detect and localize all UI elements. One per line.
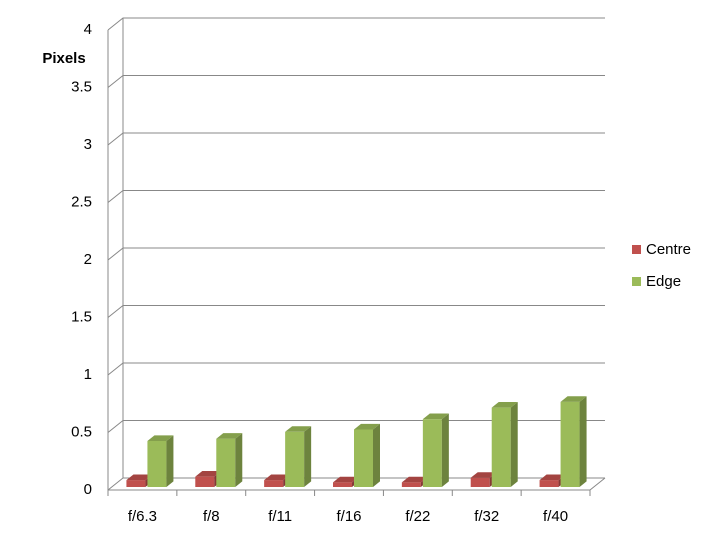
y-tick-label: 1.5 <box>71 308 92 325</box>
y-tick-label: 1 <box>84 366 92 383</box>
bar-top <box>285 426 312 432</box>
bar <box>216 433 243 487</box>
bar-front <box>470 477 490 487</box>
bar-top <box>354 423 380 430</box>
grid-line <box>107 190 605 203</box>
bar-top <box>333 476 359 483</box>
bar <box>491 402 518 487</box>
y-axis-label: Pixels <box>42 50 85 67</box>
legend-swatch <box>632 277 641 286</box>
y-tick-label: 2.5 <box>71 193 92 210</box>
legend-label: Edge <box>646 273 681 290</box>
bar-top <box>401 476 428 483</box>
floor-right <box>589 477 606 491</box>
grid-line <box>107 75 605 88</box>
bar-top <box>539 474 566 481</box>
x-tick-label: f/32 <box>474 508 499 525</box>
legend-label: Centre <box>646 241 691 258</box>
bar-top <box>216 433 243 439</box>
y-tick-label: 3.5 <box>71 78 92 95</box>
bar-front <box>126 480 146 487</box>
bar-front <box>491 407 511 487</box>
bar-side <box>373 423 380 487</box>
grid-line <box>107 17 605 31</box>
bar-top <box>560 396 587 402</box>
bar-front <box>285 431 305 487</box>
bar-side <box>304 426 312 487</box>
bar-front <box>333 482 352 487</box>
bar <box>147 435 174 487</box>
grid-line <box>107 132 605 146</box>
y-tick-label: 2 <box>84 251 92 268</box>
bar-front <box>560 401 580 487</box>
y-tick-label: 4 <box>84 21 92 38</box>
bar-front <box>422 419 442 487</box>
y-tick-label: 0 <box>84 481 92 498</box>
bar <box>354 423 380 487</box>
legend-swatch <box>632 245 641 254</box>
bar-side <box>510 402 518 487</box>
x-tick-label: f/22 <box>405 508 430 525</box>
bar-top <box>126 474 153 481</box>
bar-front <box>264 480 284 487</box>
bar-top <box>147 435 174 441</box>
y-tick-label: 0.5 <box>71 423 92 440</box>
bar-side <box>166 435 174 487</box>
x-tick-label: f/11 <box>268 508 292 525</box>
grid-line <box>107 305 605 318</box>
bar-front <box>354 429 373 487</box>
bar-top <box>491 402 518 408</box>
bar-front <box>539 480 559 487</box>
grid-line <box>107 362 605 376</box>
y-tick-label: 3 <box>84 136 92 153</box>
bar-front <box>147 441 167 487</box>
x-tick-label: f/6.3 <box>128 508 157 525</box>
grid-line <box>107 247 605 261</box>
bar-top <box>422 413 449 420</box>
bar-top <box>195 471 222 477</box>
bar <box>285 426 312 487</box>
bar-front <box>195 476 215 487</box>
bar <box>422 413 449 487</box>
bar-side <box>235 433 243 487</box>
x-tick-label: f/8 <box>203 508 220 525</box>
bar-front <box>216 438 236 487</box>
bar-front <box>401 482 421 487</box>
bar-top <box>470 472 497 478</box>
bar-side <box>441 413 449 487</box>
bar-side <box>579 396 587 487</box>
bar <box>560 396 587 487</box>
bar-top <box>264 474 291 481</box>
x-tick-label: f/40 <box>543 508 568 525</box>
x-tick-label: f/16 <box>336 508 361 525</box>
